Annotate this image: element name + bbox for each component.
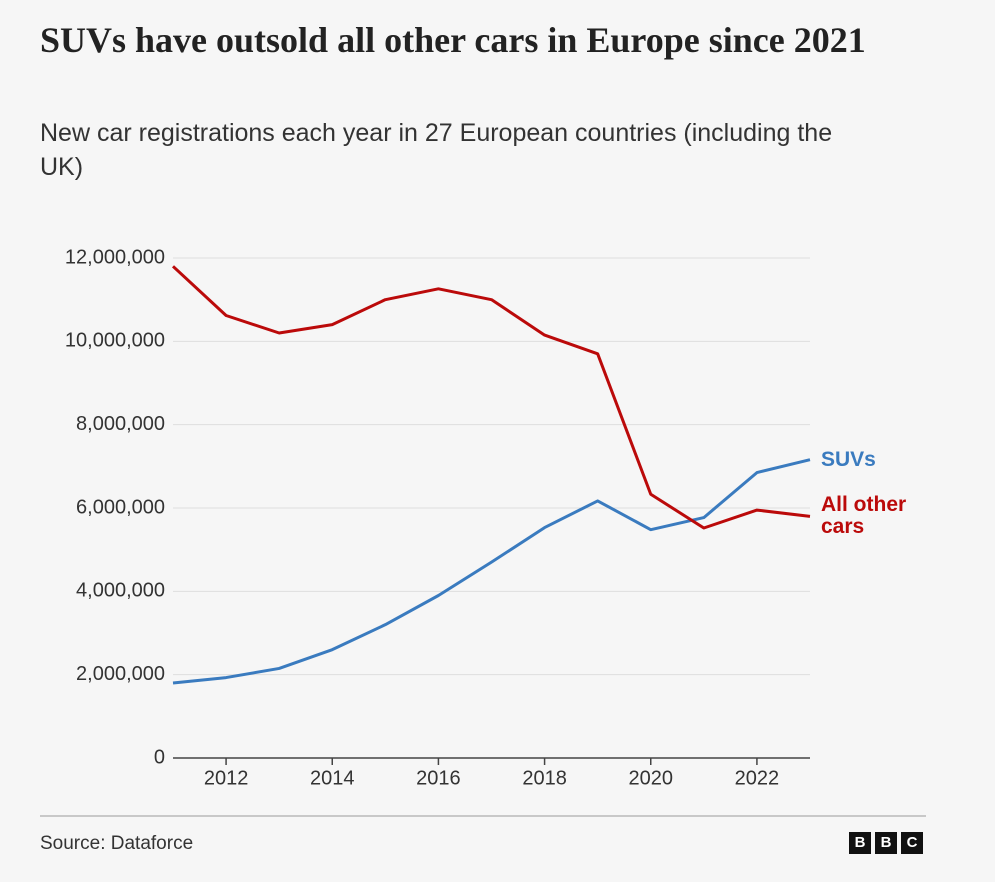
x-tick-label: 2022 [735,767,780,789]
logo-letter: B [849,832,871,854]
x-tick-label: 2014 [310,767,355,789]
source: Source: Dataforce [40,833,194,854]
series-line [172,458,811,685]
y-tick-label: 4,000,000 [76,580,165,602]
y-tick-label: 8,000,000 [76,413,165,435]
y-tick-label: 12,000,000 [65,246,165,268]
y-tick-label: 2,000,000 [76,663,165,685]
y-tick-label: 6,000,000 [76,496,165,518]
chart-title: SUVs have outsold all other cars in Euro… [40,20,866,60]
x-tick-label: 2016 [416,767,461,789]
series-line [171,265,811,530]
x-tick-label: 2018 [522,767,567,789]
series-label: SUVs [821,447,876,471]
logo: B B C [849,832,923,854]
y-tick-label: 0 [154,746,165,768]
x-tick-label: 2012 [204,767,249,789]
chart-subtitle: New car registrations each year in 27 Eu… [40,119,833,181]
logo-letter: C [901,832,923,854]
series-label: All other cars [821,493,907,539]
y-tick-label: 10,000,000 [65,330,165,352]
x-tick-label: 2020 [629,767,674,789]
logo-letter: B [875,832,897,854]
